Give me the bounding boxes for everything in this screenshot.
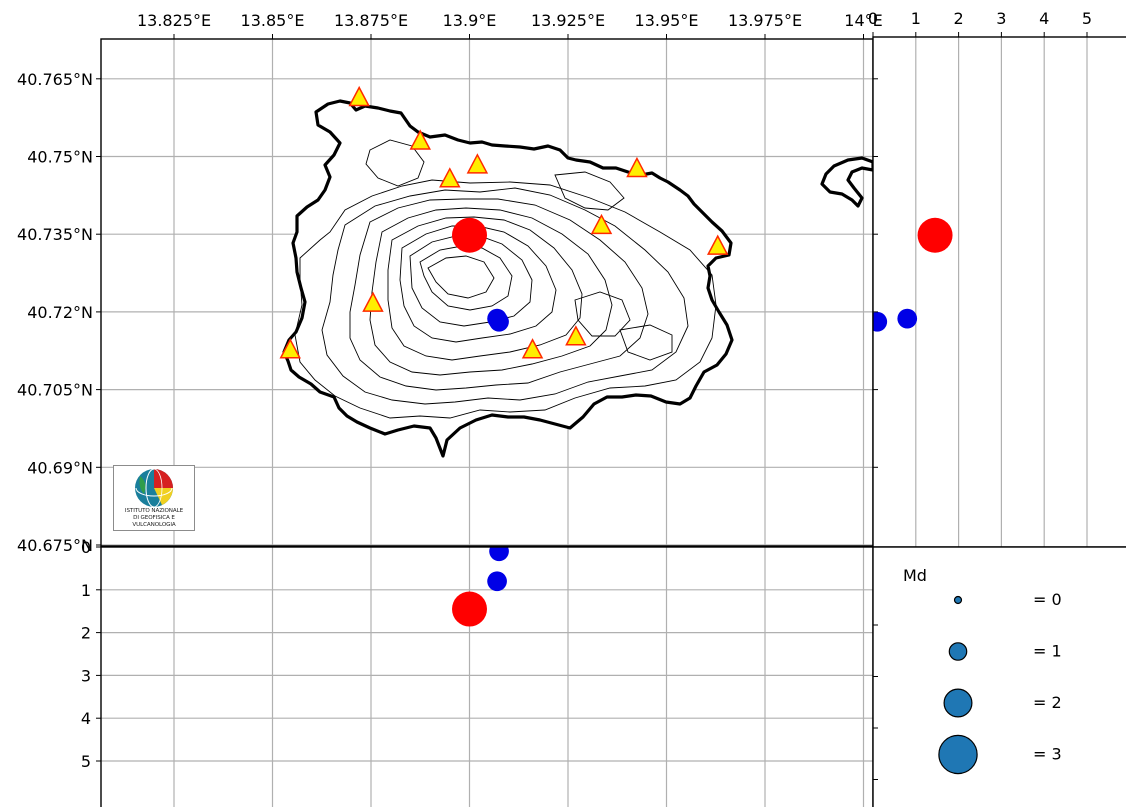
earthquake-marker	[489, 311, 509, 332]
station-marker	[466, 153, 489, 174]
logo-line-1: ISTITUTO NAZIONALE	[124, 508, 184, 514]
lat-tick-label-5: 40.69°N	[27, 458, 93, 477]
lat-tick-label-2: 40.735°N	[17, 225, 93, 244]
seismic-stations	[279, 85, 729, 359]
lon-tick-label-6: 13.975°E	[728, 11, 802, 30]
station-marker	[590, 213, 613, 235]
station-marker	[348, 85, 370, 107]
ischia-island	[282, 99, 873, 458]
station-marker	[409, 129, 431, 150]
east-depth-tick-label: 3	[996, 9, 1006, 28]
topographic-contours	[294, 139, 717, 419]
east-section-earthquake	[897, 308, 918, 329]
station-marker	[626, 156, 648, 178]
lat-tick-label-6: 40.675°N	[17, 536, 93, 555]
globe-icon	[135, 468, 173, 508]
legend-marker	[953, 595, 963, 605]
east-depth-section: 0 1 2 3 4 5	[868, 9, 1126, 548]
lat-tick-label-0: 40.765°N	[17, 70, 93, 89]
lon-tick-label-0: 13.825°E	[137, 11, 211, 30]
legend-items: = 0 = 1 = 2 = 3	[873, 590, 1062, 780]
ingv-logo: ISTITUTO NAZIONALE DI GEOFISICA E VULCAN…	[113, 465, 195, 531]
magnitude-legend: Md = 0 = 1 = 2 = 3	[872, 546, 1126, 810]
logo-line-2: DI GEOFISICA E VULCANOLOGIA	[132, 515, 176, 528]
procida-coastline	[820, 156, 873, 208]
station-marker	[706, 234, 729, 255]
legend-title: Md	[903, 566, 927, 585]
lon-tick-label-1: 13.85°E	[241, 11, 305, 30]
east-depth-tick-label: 2	[954, 9, 964, 28]
legend-label: = 1	[1033, 642, 1062, 661]
south-depth-tick-label: 4	[81, 709, 91, 728]
station-marker	[521, 338, 544, 359]
east-section-depth-ticks: 0 1 2 3 4 5	[868, 9, 1092, 468]
south-section-earthquake	[489, 547, 509, 562]
legend-label: = 3	[1033, 745, 1062, 764]
station-marker	[279, 338, 301, 359]
south-section-earthquakes	[452, 547, 509, 627]
lat-tick-label-4: 40.705°N	[17, 381, 93, 400]
ischia-coastline	[282, 99, 734, 458]
east-depth-tick-label: 1	[911, 9, 921, 28]
east-section-earthquake	[917, 217, 953, 253]
map-longitude-ticks: 13.825°E 13.85°E 13.875°E 13.9°E 13.925°E 13.…	[137, 11, 883, 39]
station-marker	[362, 291, 384, 312]
east-depth-tick-label: 5	[1082, 9, 1092, 28]
legend-marker	[948, 642, 968, 661]
lon-tick-label-2: 13.875°E	[334, 11, 408, 30]
south-depth-tick-label: 3	[81, 666, 91, 685]
lon-tick-label-4: 13.925°E	[531, 11, 605, 30]
lon-tick-label-7: 14°E	[844, 11, 882, 30]
east-depth-tick-label: 0	[868, 9, 878, 28]
south-depth-section: 0 1 2 3 4 5	[81, 538, 874, 810]
lat-tick-label-3: 40.72°N	[27, 303, 93, 322]
south-section-background	[101, 547, 873, 809]
lat-tick-label-1: 40.75°N	[27, 148, 93, 167]
legend-marker	[943, 688, 973, 718]
legend-background	[873, 547, 1126, 809]
map-earthquakes	[452, 217, 509, 332]
south-depth-tick-label: 5	[81, 752, 91, 771]
lon-tick-label-5: 13.95°E	[635, 11, 699, 30]
east-section-earthquake	[873, 311, 888, 332]
station-marker	[565, 325, 587, 346]
south-section-earthquake	[487, 571, 507, 592]
east-section-earthquakes	[873, 217, 953, 332]
map-latitude-ticks: 40.765°N 40.75°N 40.735°N 40.72°N 40.705°N 40…	[17, 70, 101, 555]
station-marker	[439, 167, 461, 188]
south-depth-tick-label: 0	[81, 538, 91, 557]
map-panel: 13.825°E 13.85°E 13.875°E 13.9°E 13.925°E 13.…	[17, 11, 883, 555]
south-section-depth-ticks: 0 1 2 3 4 5	[81, 538, 101, 771]
south-depth-tick-label: 2	[81, 624, 91, 643]
legend-marker	[938, 734, 978, 775]
east-section-background	[873, 37, 1126, 547]
lon-tick-label-3: 13.9°E	[443, 11, 497, 30]
earthquake-marker	[452, 217, 487, 253]
legend-label: = 0	[1033, 590, 1062, 609]
south-section-grid	[101, 547, 873, 809]
south-section-earthquake	[452, 591, 487, 627]
east-section-grid	[915, 37, 1088, 547]
logo-caption: ISTITUTO NAZIONALE DI GEOFISICA E VULCAN…	[114, 508, 194, 529]
east-depth-tick-label: 4	[1039, 9, 1049, 28]
south-depth-tick-label: 1	[81, 581, 91, 600]
legend-label: = 2	[1033, 693, 1062, 712]
